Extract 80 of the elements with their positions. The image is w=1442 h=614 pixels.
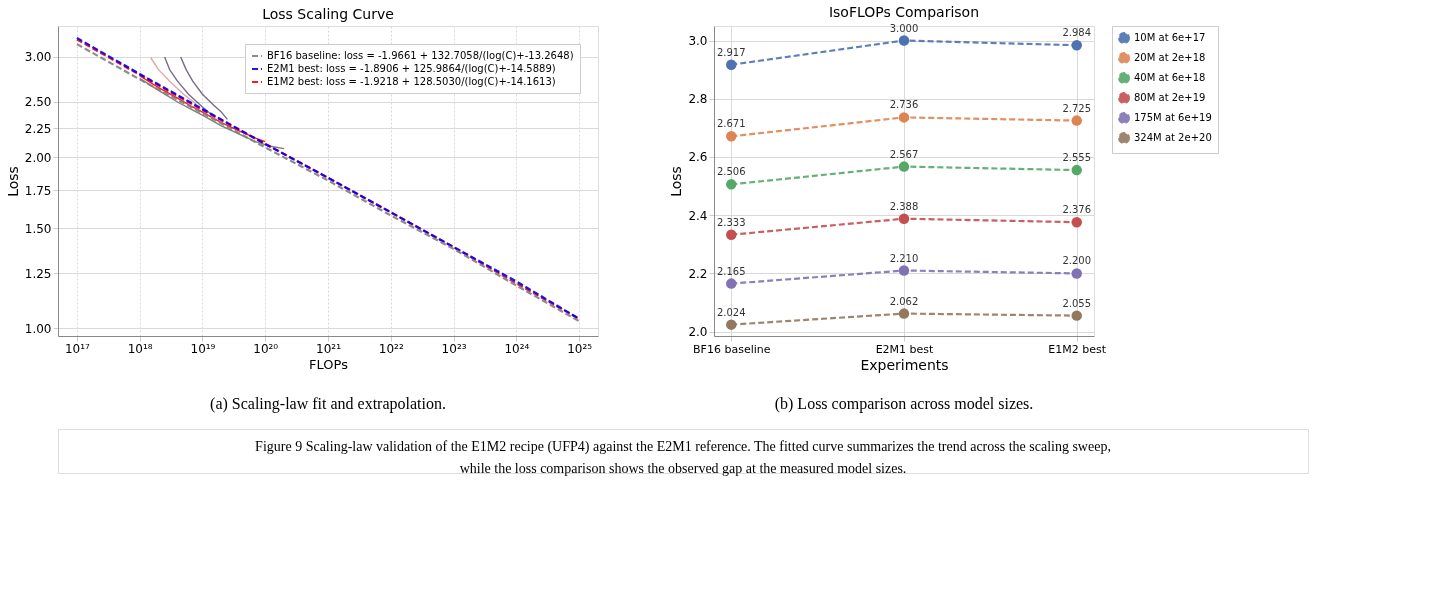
chart-title: Loss Scaling Curve (262, 6, 394, 22)
point (1071, 310, 1082, 321)
point (726, 278, 737, 289)
y-tick-label: 2.0 (688, 325, 708, 340)
y-tick-label: 2.00 (24, 150, 52, 165)
y-tick-label: 2.2 (688, 266, 708, 281)
y-tick-label: 1.25 (24, 266, 52, 281)
x-axis-title: FLOPs (309, 356, 349, 372)
legend-label: 40M at 6e+18 (1134, 72, 1206, 83)
data-label: 2.984 (1062, 27, 1092, 39)
y-tick-label: 2.6 (688, 150, 708, 165)
x-tick-label: 10²² (378, 341, 404, 356)
legend-label: 324M at 2e+20 (1134, 132, 1212, 143)
data-label: 2.055 (1062, 297, 1092, 309)
point (898, 161, 910, 172)
legend-label: 10M at 6e+17 (1134, 32, 1206, 43)
point (726, 131, 737, 142)
text: (a) Scaling-law fit and extrapolation. (210, 395, 446, 413)
point (1071, 39, 1082, 51)
point (1071, 115, 1082, 126)
y-tick-label: 1.75 (24, 183, 52, 198)
data-label: 2.165 (716, 265, 746, 277)
data-label: 2.376 (1062, 204, 1092, 216)
y-axis-title: Loss (4, 166, 21, 197)
point (726, 319, 737, 330)
y-tick-label: 2.4 (688, 208, 708, 223)
x-tick-label: 10²⁴ (504, 341, 530, 356)
x-tick-label: E1M2 best (1048, 342, 1107, 356)
legend-label: 80M at 2e+19 (1134, 92, 1206, 103)
y-axis-title: Loss (668, 166, 685, 197)
data-label: 2.671 (716, 118, 746, 130)
point (726, 59, 737, 70)
point (898, 265, 910, 276)
point (898, 35, 910, 46)
point (898, 308, 910, 319)
y-tick-label: 1.00 (24, 321, 52, 336)
x-tick-label: 10¹⁹ (190, 341, 216, 356)
x-tick-label: 10²³ (441, 341, 467, 356)
point (1071, 268, 1082, 279)
legend-label: 175M at 6e+19 (1134, 112, 1212, 123)
x-tick-label: 10²⁵ (567, 341, 593, 356)
y-tick-label: 2.25 (24, 121, 52, 136)
y-tick-label: 1.50 (24, 221, 52, 236)
data-label: 2.736 (889, 99, 919, 111)
data-label: 2.555 (1062, 152, 1092, 164)
point (726, 229, 737, 240)
text: (b) Loss comparison across model sizes. (774, 395, 1034, 413)
data-label: 2.200 (1062, 255, 1092, 267)
data-label: 2.725 (1062, 102, 1092, 114)
legend-label: E2M1 best: loss = -1.8906 + 125.9864/(log(C)+-14.5889) (267, 63, 556, 74)
data-label: 2.024 (716, 306, 746, 318)
y-tick-label: 2.8 (688, 92, 708, 107)
data-label: 2.062 (889, 295, 919, 307)
legend-label: 20M at 2e+18 (1134, 52, 1206, 63)
data-label: 2.567 (889, 148, 919, 160)
x-tick-label: BF16 baseline (693, 342, 771, 356)
data-label: 2.506 (716, 166, 746, 178)
data-label: 3.000 (889, 22, 919, 34)
y-tick-label: 3.0 (688, 34, 708, 49)
x-tick-label: 10²¹ (316, 341, 342, 356)
x-axis-title: Experiments (860, 356, 949, 373)
data-label: 2.388 (889, 200, 919, 212)
x-tick-label: 10²⁰ (253, 341, 279, 356)
point (898, 112, 910, 123)
x-tick-label: 10¹⁷ (64, 341, 91, 356)
y-tick-label: 3.00 (24, 50, 52, 65)
chart-title: IsoFLOPs Comparison (828, 3, 980, 20)
data-label: 2.333 (716, 216, 746, 228)
data-label: 2.917 (716, 46, 746, 58)
point (726, 179, 737, 190)
legend-label: BF16 baseline: loss = -1.9661 + 132.7058/(log(C)+-13.2648) (267, 50, 574, 61)
x-tick-label: 10¹⁸ (127, 341, 153, 356)
x-tick-label: E2M1 best (875, 342, 935, 356)
data-label: 2.210 (889, 252, 919, 264)
point (898, 213, 910, 224)
y-tick-label: 2.50 (24, 95, 52, 110)
point (1071, 164, 1082, 176)
caption: Figure 9 Scaling-law validation of the E1M2 recipe (UFP4) against the E2M1 reference. The fitted curve summarizes the trend across the scaling sweep, while the loss comparison shows the observed gap at the measured model sizes. (255, 439, 1111, 476)
legend-label: E1M2 best: loss = -1.9218 + 128.5030/(log(C)+-14.1613) (267, 76, 556, 87)
point (1071, 216, 1082, 228)
